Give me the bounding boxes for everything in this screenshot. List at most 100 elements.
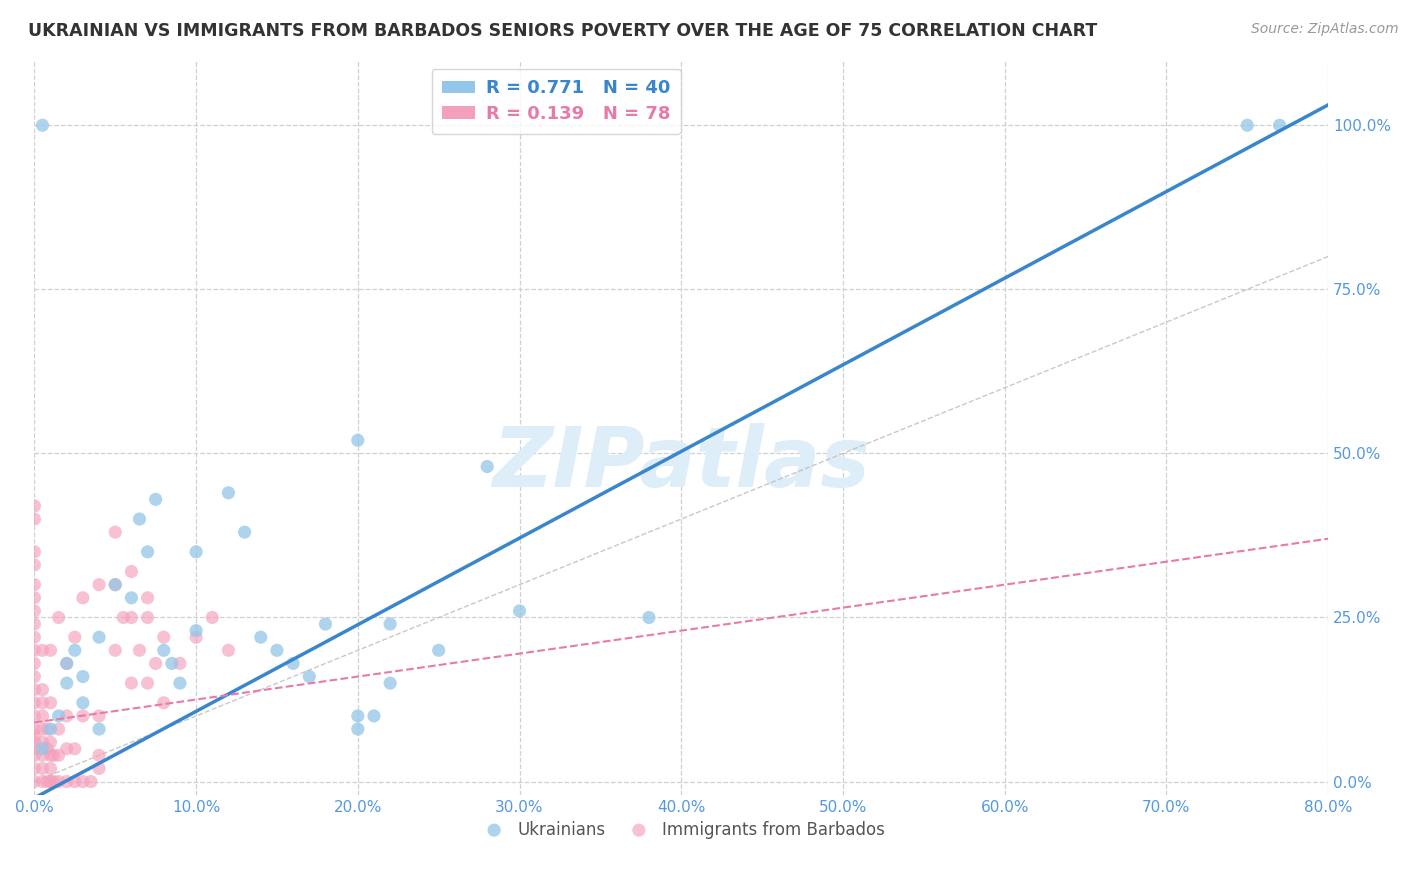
Point bbox=[22, 577, 45, 591]
Point bbox=[42, 774, 65, 789]
Point bbox=[39, 761, 62, 775]
Point bbox=[31, 741, 53, 756]
Point bbox=[120, 676, 142, 690]
Point bbox=[112, 610, 135, 624]
Point bbox=[509, 604, 531, 618]
Point bbox=[128, 643, 150, 657]
Point bbox=[55, 709, 77, 723]
Point bbox=[145, 657, 167, 671]
Point bbox=[48, 774, 70, 789]
Point bbox=[39, 748, 62, 763]
Point bbox=[37, 722, 59, 736]
Point bbox=[39, 696, 62, 710]
Text: ZIPatlas: ZIPatlas bbox=[492, 424, 870, 504]
Point bbox=[48, 748, 70, 763]
Point bbox=[363, 709, 385, 723]
Point bbox=[346, 434, 368, 448]
Point bbox=[22, 499, 45, 513]
Point bbox=[201, 610, 224, 624]
Point bbox=[1236, 118, 1258, 132]
Point bbox=[22, 774, 45, 789]
Point bbox=[136, 676, 159, 690]
Point bbox=[281, 657, 304, 671]
Point bbox=[169, 676, 191, 690]
Point bbox=[136, 610, 159, 624]
Point bbox=[22, 643, 45, 657]
Point bbox=[22, 604, 45, 618]
Point bbox=[104, 525, 127, 540]
Point bbox=[31, 696, 53, 710]
Point bbox=[22, 735, 45, 749]
Point bbox=[184, 630, 207, 644]
Point bbox=[55, 657, 77, 671]
Point bbox=[346, 722, 368, 736]
Point bbox=[120, 565, 142, 579]
Point bbox=[136, 591, 159, 605]
Point bbox=[72, 774, 94, 789]
Point bbox=[22, 741, 45, 756]
Point bbox=[31, 709, 53, 723]
Point bbox=[87, 577, 110, 591]
Legend: Ukrainians, Immigrants from Barbados: Ukrainians, Immigrants from Barbados bbox=[471, 814, 891, 846]
Point bbox=[39, 722, 62, 736]
Point bbox=[39, 774, 62, 789]
Point bbox=[136, 545, 159, 559]
Point bbox=[184, 624, 207, 638]
Point bbox=[249, 630, 271, 644]
Point bbox=[22, 669, 45, 683]
Point bbox=[152, 696, 174, 710]
Point bbox=[63, 741, 86, 756]
Point bbox=[128, 512, 150, 526]
Point bbox=[63, 630, 86, 644]
Point bbox=[87, 722, 110, 736]
Text: UKRAINIAN VS IMMIGRANTS FROM BARBADOS SENIORS POVERTY OVER THE AGE OF 75 CORRELA: UKRAINIAN VS IMMIGRANTS FROM BARBADOS SE… bbox=[28, 22, 1097, 40]
Point bbox=[80, 774, 103, 789]
Text: Source: ZipAtlas.com: Source: ZipAtlas.com bbox=[1251, 22, 1399, 37]
Point bbox=[55, 657, 77, 671]
Point bbox=[31, 735, 53, 749]
Point bbox=[160, 657, 183, 671]
Point bbox=[22, 617, 45, 632]
Point bbox=[22, 657, 45, 671]
Point bbox=[48, 709, 70, 723]
Point bbox=[104, 577, 127, 591]
Point bbox=[152, 643, 174, 657]
Point bbox=[31, 643, 53, 657]
Point bbox=[22, 729, 45, 743]
Point bbox=[72, 669, 94, 683]
Point bbox=[152, 630, 174, 644]
Point bbox=[37, 774, 59, 789]
Point bbox=[31, 761, 53, 775]
Point bbox=[22, 709, 45, 723]
Point bbox=[638, 610, 661, 624]
Point bbox=[266, 643, 288, 657]
Point bbox=[120, 610, 142, 624]
Point bbox=[22, 761, 45, 775]
Point bbox=[22, 696, 45, 710]
Point bbox=[22, 545, 45, 559]
Point bbox=[87, 761, 110, 775]
Point bbox=[42, 748, 65, 763]
Point bbox=[378, 676, 401, 690]
Point bbox=[55, 741, 77, 756]
Point bbox=[22, 630, 45, 644]
Point bbox=[298, 669, 321, 683]
Point bbox=[22, 682, 45, 697]
Point bbox=[104, 643, 127, 657]
Point bbox=[217, 485, 239, 500]
Point bbox=[169, 657, 191, 671]
Point bbox=[1268, 118, 1291, 132]
Point bbox=[104, 577, 127, 591]
Point bbox=[55, 676, 77, 690]
Point bbox=[31, 118, 53, 132]
Point bbox=[31, 774, 53, 789]
Point bbox=[22, 722, 45, 736]
Point bbox=[31, 722, 53, 736]
Point bbox=[72, 709, 94, 723]
Point bbox=[72, 696, 94, 710]
Point bbox=[39, 735, 62, 749]
Point bbox=[427, 643, 450, 657]
Point bbox=[217, 643, 239, 657]
Point bbox=[37, 741, 59, 756]
Point bbox=[72, 591, 94, 605]
